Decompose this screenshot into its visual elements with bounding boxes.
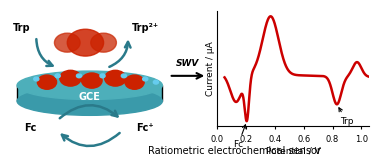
Circle shape <box>105 70 126 86</box>
Circle shape <box>34 77 39 81</box>
Circle shape <box>76 74 82 78</box>
Circle shape <box>100 74 105 78</box>
Y-axis label: Current / μA: Current / μA <box>206 41 215 96</box>
Text: Fc: Fc <box>24 123 36 133</box>
Text: SWV: SWV <box>176 59 200 68</box>
Text: Ratiometric electrochemical sensor: Ratiometric electrochemical sensor <box>148 146 321 156</box>
Circle shape <box>54 33 80 52</box>
Text: Trp²⁺: Trp²⁺ <box>132 23 159 33</box>
Circle shape <box>143 77 148 81</box>
Text: Trp: Trp <box>12 23 30 33</box>
Ellipse shape <box>17 71 162 100</box>
Circle shape <box>55 74 60 78</box>
Circle shape <box>67 29 104 56</box>
X-axis label: Potential / V: Potential / V <box>266 146 320 155</box>
Circle shape <box>91 33 116 52</box>
Circle shape <box>121 74 126 78</box>
Circle shape <box>82 73 102 88</box>
Circle shape <box>37 75 57 89</box>
Ellipse shape <box>17 87 162 115</box>
Circle shape <box>60 70 81 86</box>
Circle shape <box>153 80 158 84</box>
Text: Trp: Trp <box>339 108 354 126</box>
Circle shape <box>125 75 144 89</box>
Text: Fc⁺: Fc⁺ <box>136 123 154 133</box>
Text: GCE: GCE <box>79 92 101 102</box>
FancyBboxPatch shape <box>17 85 162 101</box>
Text: Fc: Fc <box>233 125 246 149</box>
